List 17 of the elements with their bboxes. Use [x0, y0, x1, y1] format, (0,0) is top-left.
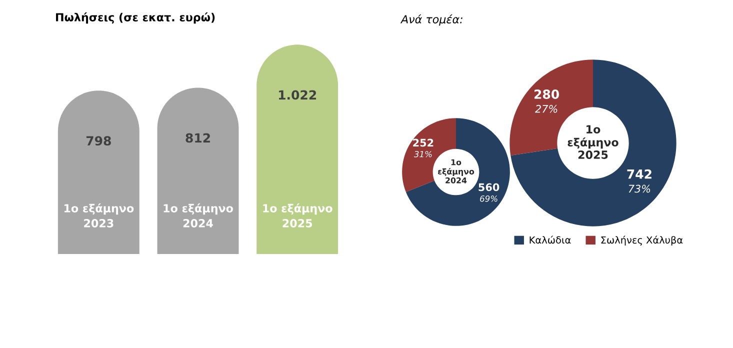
legend-label: Καλώδια	[530, 236, 571, 244]
data-label: 280 27%	[534, 90, 560, 113]
data-label: 1.022	[278, 90, 316, 100]
data-label: 798	[86, 136, 111, 146]
chart-title: Πωλήσεις (σε εκατ. ευρώ)	[56, 12, 215, 24]
data-label: 812	[186, 133, 210, 143]
donut-slice	[406, 118, 510, 226]
data-label: 252 31%	[413, 138, 434, 158]
data-label: 560 69%	[478, 183, 500, 202]
x-tick-label: 1ο εξάμηνο 2023	[64, 203, 134, 228]
legend-label: Σωλήνες Χάλυβα	[601, 236, 683, 246]
data-label: 742 73%	[627, 169, 652, 193]
text: 1ο εξάμηνο 2025	[568, 125, 618, 159]
donut-slice	[510, 60, 676, 226]
x-tick-label: 1ο εξάμηνο 2025	[263, 203, 332, 228]
chart-title: Ανά τομέα:	[400, 14, 462, 26]
x-tick-label: 1ο εξάμηνο 2024	[164, 203, 233, 228]
